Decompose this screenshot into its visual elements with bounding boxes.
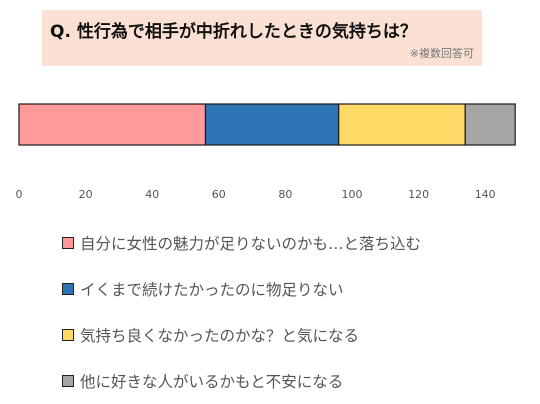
x-tick-label: 60: [212, 188, 226, 201]
legend-swatch: [62, 329, 74, 341]
x-tick-label: 80: [278, 188, 292, 201]
chart-subtitle: ※複数回答可: [409, 47, 474, 60]
x-tick-label: 0: [16, 188, 23, 201]
bar-segment-2: [204, 103, 340, 146]
legend-item: イくまで続けたかったのに物足りない: [62, 278, 344, 300]
title-box: Q. 性行為で相手が中折れしたときの気持ちは？ ※複数回答可: [42, 10, 482, 66]
legend-swatch: [62, 237, 74, 249]
bar-segment-4: [464, 103, 516, 146]
x-tick-label: 20: [79, 188, 93, 201]
legend-label: イくまで続けたかったのに物足りない: [80, 281, 344, 299]
chart-title: Q. 性行為で相手が中折れしたときの気持ちは？: [50, 22, 417, 42]
legend-swatch: [62, 283, 74, 295]
bar-segment-3: [338, 103, 466, 146]
x-tick-label: 140: [475, 188, 496, 201]
legend-label: 他に好きな人がいるかもと不安になる: [80, 373, 344, 391]
x-tick-label: 40: [145, 188, 159, 201]
bar-segment-1: [18, 103, 207, 146]
legend-swatch: [62, 375, 74, 387]
legend-item: 自分に女性の魅力が足りないのかも…と落ち込む: [62, 232, 421, 254]
stacked-bar-chart: 0 20 40 60 80 100 120 140: [16, 103, 516, 201]
legend-label: 自分に女性の魅力が足りないのかも…と落ち込む: [80, 235, 422, 253]
legend-label: 気持ち良くなかったのかな？と気になる: [80, 327, 360, 345]
x-tick-label: 120: [408, 188, 429, 201]
legend-item: 他に好きな人がいるかもと不安になる: [62, 370, 343, 392]
x-tick-label: 100: [342, 188, 363, 201]
legend-item: 気持ち良くなかったのかな？と気になる: [62, 324, 359, 346]
